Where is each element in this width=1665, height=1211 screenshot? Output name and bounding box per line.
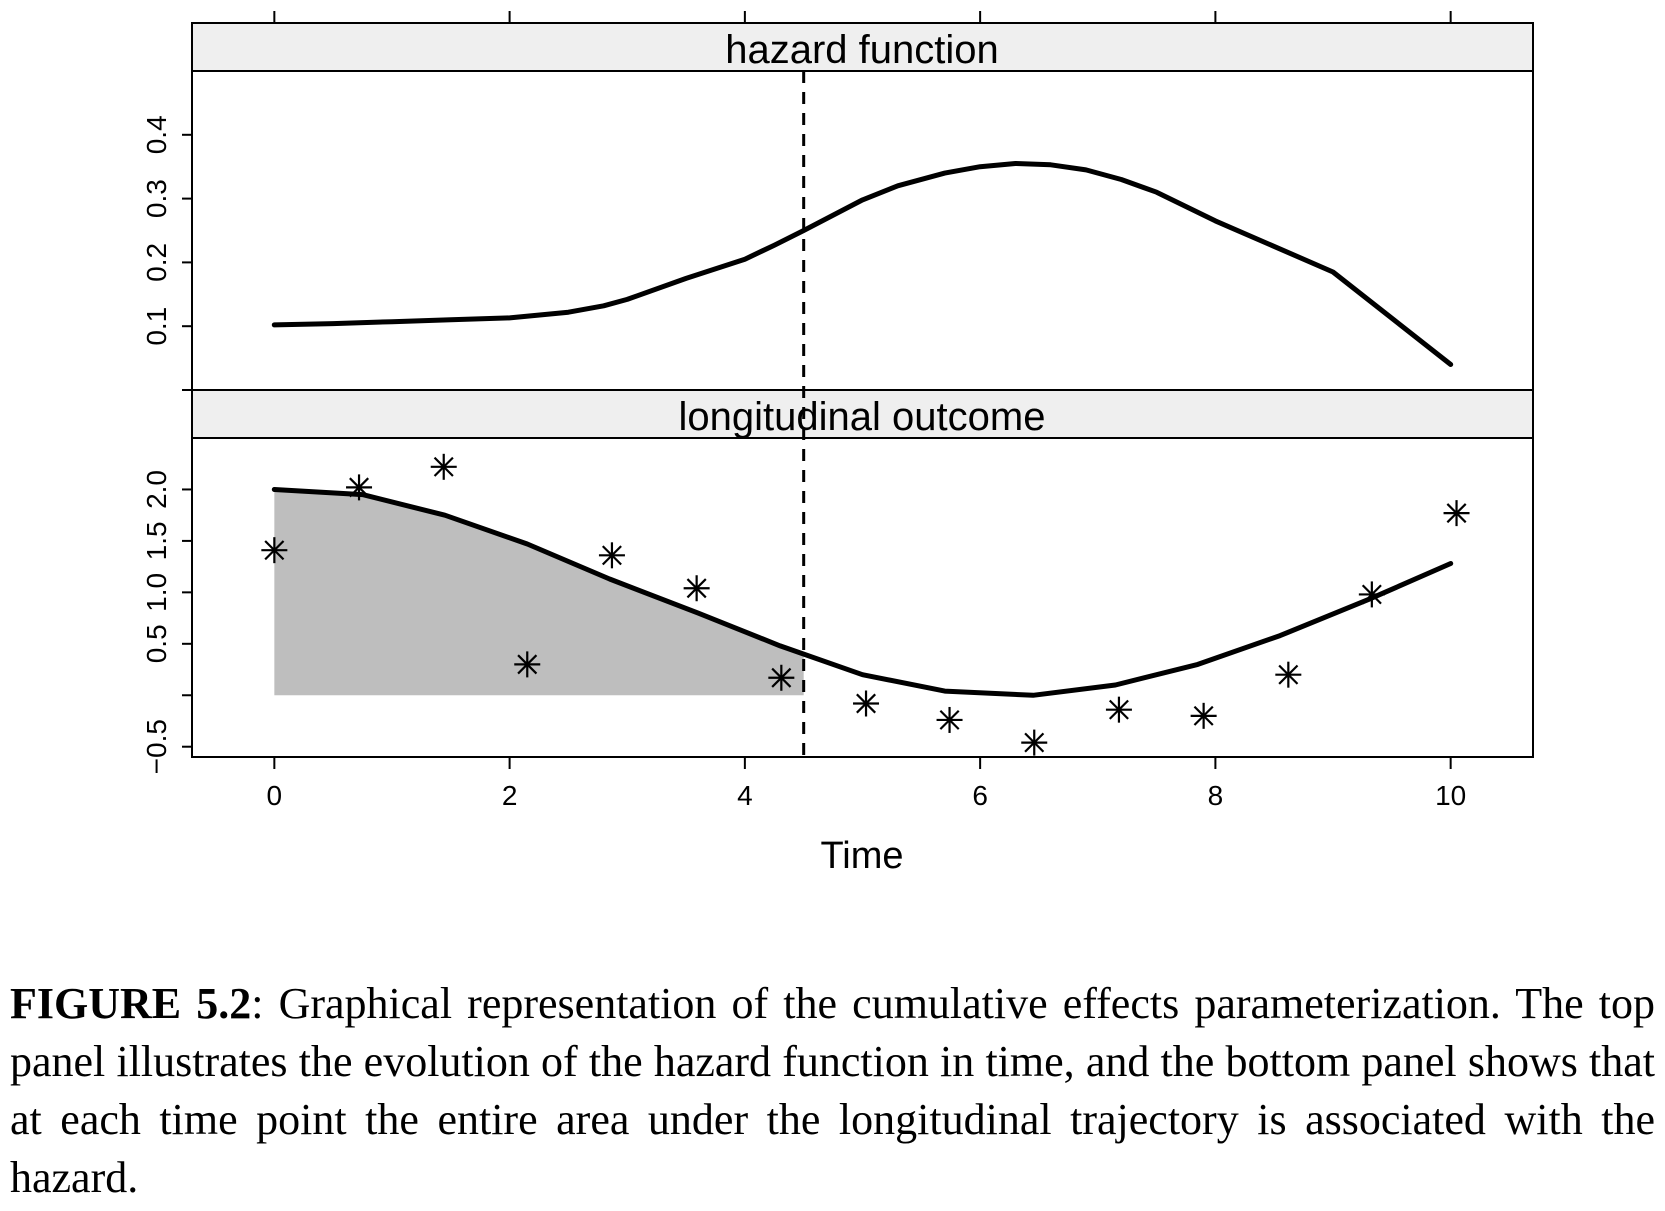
- caption-text: : Graphical representation of the cumula…: [10, 979, 1656, 1202]
- asterisk-point: [514, 651, 541, 678]
- figure-chart: hazard function 0.1 0.2 0.3 0.4 longitudina…: [141, 11, 1534, 877]
- y-tick-label: 0.3: [141, 179, 172, 218]
- asterisk-point: [683, 575, 710, 602]
- hazard-panel: hazard function 0.1 0.2 0.3 0.4: [141, 22, 1534, 391]
- asterisk-stroke: [1446, 503, 1467, 524]
- asterisk-stroke: [433, 456, 454, 477]
- caption-label: FIGURE 5.2: [10, 979, 252, 1028]
- top-axis-ticks: [273, 11, 1452, 23]
- asterisk-point: [346, 474, 373, 501]
- asterisk-point: [1443, 500, 1470, 527]
- asterisk-stroke: [771, 667, 792, 688]
- hazard-panel-title: hazard function: [725, 28, 999, 72]
- asterisk-point: [261, 537, 288, 564]
- asterisk-point: [598, 542, 625, 569]
- longitudinal-panel-title: longitudinal outcome: [679, 395, 1046, 439]
- asterisk-point: [1358, 581, 1385, 608]
- asterisk-stroke: [264, 540, 285, 561]
- asterisk-stroke: [1193, 705, 1214, 726]
- figure-caption: FIGURE 5.2: Graphical representation of …: [10, 975, 1655, 1207]
- y-tick-label: 0.5: [141, 624, 172, 663]
- asterisk-point: [1190, 702, 1217, 729]
- longitudinal-panel: longitudinal outcome −0.5 0.5 1.0 1.5 2.0: [141, 389, 1534, 774]
- x-axis: 0 2 4 6 8 10: [267, 757, 1466, 811]
- y-tick-label: 1.0: [141, 573, 172, 612]
- x-tick-label: 8: [1208, 780, 1224, 811]
- asterisk-stroke: [939, 709, 960, 730]
- asterisk-stroke: [1361, 584, 1382, 605]
- y-tick-label: −0.5: [141, 719, 172, 774]
- asterisk-point: [1021, 729, 1048, 756]
- asterisk-point: [1105, 696, 1132, 723]
- x-tick-label: 0: [267, 780, 283, 811]
- x-tick-label: 10: [1435, 780, 1466, 811]
- asterisk-point: [768, 664, 795, 691]
- asterisk-stroke: [686, 578, 707, 599]
- asterisk-stroke: [1108, 699, 1129, 720]
- asterisk-stroke: [856, 693, 876, 714]
- hazard-curve: [271, 161, 1454, 367]
- asterisk-stroke: [601, 545, 622, 566]
- longitudinal-plot-frame: [191, 437, 1534, 758]
- longitudinal-y-axis: −0.5 0.5 1.0 1.5 2.0: [141, 470, 192, 774]
- asterisk-stroke: [517, 654, 538, 675]
- asterisk-stroke: [349, 477, 370, 498]
- longitudinal-strip: [191, 389, 1534, 439]
- x-tick-label: 6: [972, 780, 988, 811]
- asterisk-point: [1275, 661, 1302, 688]
- asterisk-point: [853, 690, 880, 717]
- x-tick-label: 2: [502, 780, 518, 811]
- x-tick-label: 4: [737, 780, 753, 811]
- asterisk-stroke: [1024, 732, 1045, 753]
- area-under-trajectory: [274, 489, 804, 696]
- longitudinal-trajectory: [271, 487, 1454, 698]
- observed-measurements: [261, 453, 1470, 756]
- hazard-plot-frame: [191, 70, 1534, 391]
- hazard-y-axis: 0.1 0.2 0.3 0.4: [141, 115, 192, 391]
- x-axis-title: Time: [820, 835, 903, 877]
- asterisk-stroke: [1278, 664, 1299, 685]
- y-tick-label: 0.4: [141, 115, 172, 154]
- asterisk-point: [430, 453, 457, 480]
- y-tick-label: 0.2: [141, 243, 172, 282]
- y-tick-label: 0.1: [141, 307, 172, 346]
- y-tick-label: 1.5: [141, 521, 172, 560]
- asterisk-point: [936, 706, 963, 733]
- y-tick-label: 2.0: [141, 470, 172, 509]
